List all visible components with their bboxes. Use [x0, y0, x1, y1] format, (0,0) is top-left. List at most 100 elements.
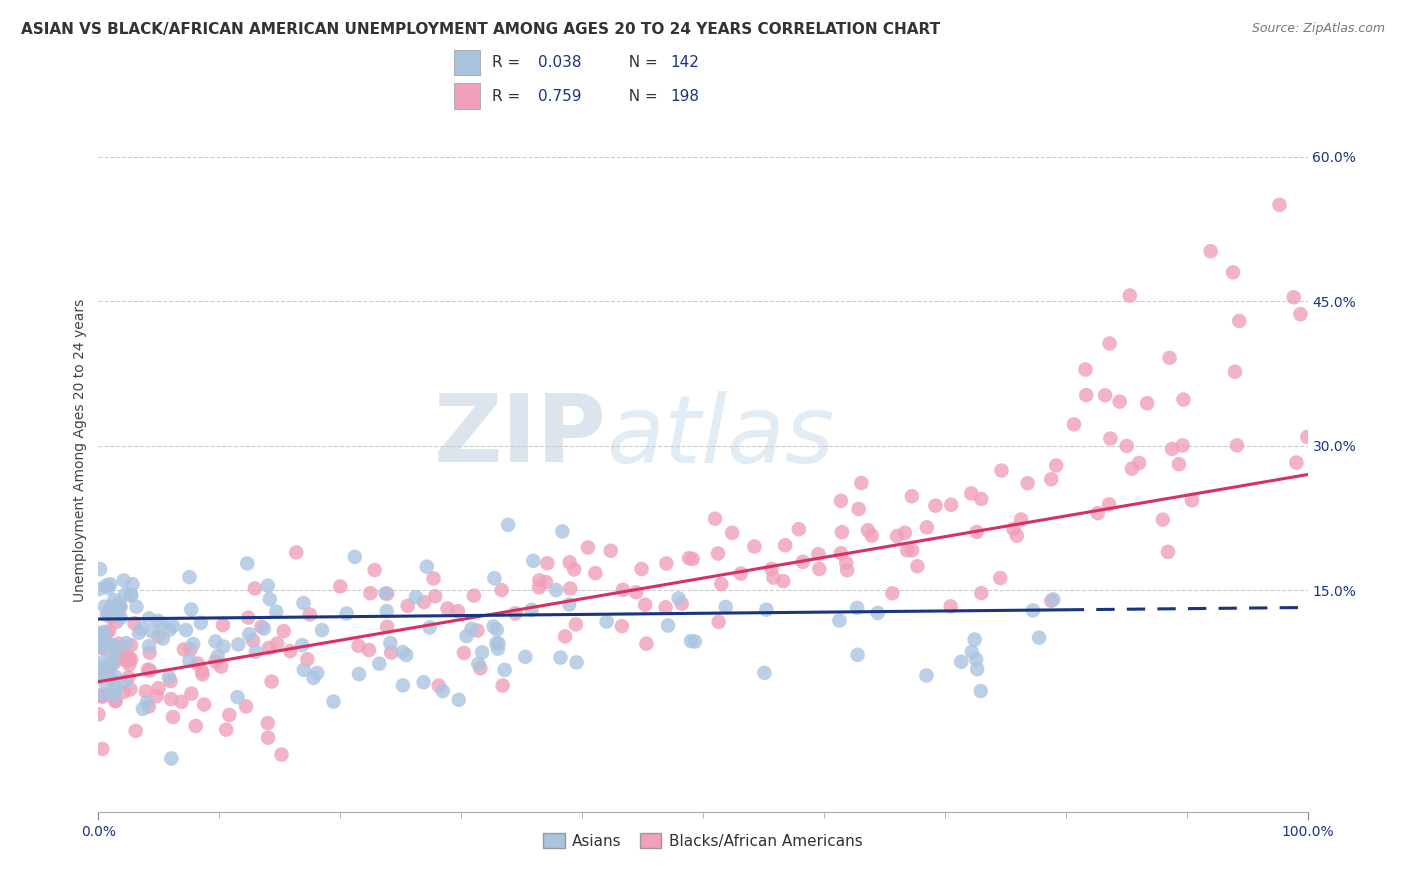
- Text: atlas: atlas: [606, 391, 835, 482]
- Point: [447, 693, 470, 707]
- Point: [1119, 288, 1142, 302]
- Point: [1010, 512, 1032, 526]
- Point: [253, 622, 276, 636]
- Point: [432, 684, 454, 698]
- Point: [896, 543, 918, 558]
- Point: [970, 491, 993, 506]
- Point: [311, 623, 333, 637]
- Point: [257, 640, 280, 655]
- Point: [94, 676, 117, 690]
- Point: [837, 563, 859, 577]
- Point: [1199, 244, 1222, 259]
- Point: [105, 615, 128, 629]
- Point: [950, 655, 973, 669]
- Point: [89, 562, 111, 576]
- Point: [104, 645, 127, 659]
- Point: [190, 615, 212, 630]
- Point: [792, 555, 814, 569]
- Point: [90, 628, 112, 642]
- Point: [118, 650, 141, 665]
- Point: [87, 707, 110, 722]
- Point: [1296, 430, 1319, 444]
- Point: [905, 559, 928, 574]
- Point: [416, 559, 439, 574]
- Point: [1074, 362, 1097, 376]
- Point: [329, 579, 352, 593]
- Point: [488, 636, 510, 650]
- Point: [107, 596, 129, 610]
- Point: [453, 646, 475, 660]
- Point: [359, 586, 381, 600]
- Point: [1040, 594, 1063, 608]
- Point: [115, 636, 138, 650]
- Point: [425, 589, 447, 603]
- Point: [965, 652, 987, 666]
- Point: [486, 641, 509, 656]
- Point: [139, 664, 162, 678]
- Text: ZIP: ZIP: [433, 390, 606, 482]
- Point: [291, 638, 314, 652]
- Point: [170, 695, 193, 709]
- Point: [117, 654, 139, 668]
- Point: [260, 674, 283, 689]
- Point: [966, 662, 988, 676]
- Point: [1108, 394, 1130, 409]
- Point: [657, 618, 679, 632]
- Point: [960, 645, 983, 659]
- Point: [761, 562, 783, 576]
- Point: [93, 625, 115, 640]
- Point: [135, 684, 157, 698]
- Point: [380, 646, 402, 660]
- Point: [707, 547, 730, 561]
- Point: [963, 632, 986, 647]
- Text: Source: ZipAtlas.com: Source: ZipAtlas.com: [1251, 22, 1385, 36]
- Text: 0.038: 0.038: [538, 55, 582, 70]
- Point: [412, 675, 434, 690]
- Point: [193, 698, 215, 712]
- Point: [915, 668, 938, 682]
- Point: [146, 689, 169, 703]
- Point: [901, 543, 924, 558]
- Point: [121, 577, 143, 591]
- Point: [1017, 476, 1039, 491]
- Point: [1289, 307, 1312, 321]
- Point: [960, 486, 983, 500]
- Point: [285, 545, 308, 559]
- Point: [744, 540, 766, 554]
- Point: [558, 598, 581, 612]
- Point: [235, 699, 257, 714]
- Point: [98, 624, 121, 638]
- Point: [682, 552, 704, 566]
- Point: [860, 528, 883, 542]
- Point: [671, 597, 693, 611]
- Point: [148, 630, 170, 644]
- Point: [527, 580, 550, 594]
- Point: [924, 499, 946, 513]
- Point: [302, 671, 325, 685]
- Point: [484, 571, 506, 585]
- Point: [422, 572, 444, 586]
- Point: [94, 599, 117, 614]
- Point: [104, 669, 127, 683]
- Text: 0.759: 0.759: [538, 88, 582, 103]
- Point: [292, 663, 315, 677]
- Point: [808, 562, 831, 576]
- Point: [135, 695, 157, 709]
- Point: [112, 685, 135, 699]
- Point: [131, 622, 153, 636]
- Point: [98, 577, 121, 591]
- Point: [204, 634, 226, 648]
- Point: [485, 623, 508, 637]
- Point: [180, 642, 202, 657]
- Point: [107, 606, 129, 620]
- Point: [91, 638, 114, 652]
- Point: [160, 692, 183, 706]
- Point: [89, 660, 111, 674]
- Point: [257, 731, 280, 745]
- Point: [772, 574, 794, 588]
- Text: 142: 142: [671, 55, 699, 70]
- Point: [105, 647, 128, 661]
- Point: [375, 587, 398, 601]
- Point: [162, 619, 184, 633]
- Point: [245, 645, 267, 659]
